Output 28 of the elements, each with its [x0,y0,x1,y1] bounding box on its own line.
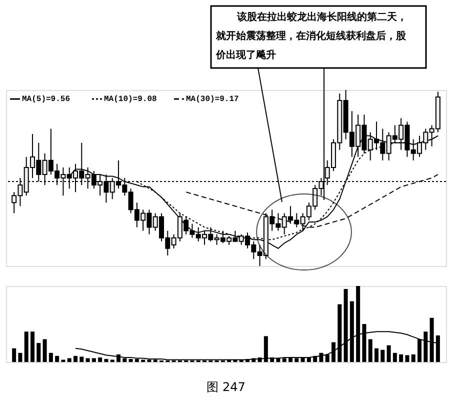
bar [80,356,84,362]
legend-label: MA(5)=9.56 [22,95,70,104]
bar [411,354,416,362]
bar [74,356,78,362]
legend-label: MA(30)=9.17 [186,95,240,104]
bar [36,343,41,362]
bar [405,355,410,362]
caption: 图 247 [206,380,246,394]
text: 该股在拉出蛟龙出海长阳线的第二天，就开始震荡整理，在消化短线获利盘后，股价出现了飚升 [215,11,407,61]
bar [380,350,385,362]
bar [98,357,102,362]
bar [18,352,22,362]
bar [24,332,28,362]
bar [30,332,34,362]
bar [42,339,47,362]
bar [48,352,53,362]
bar [104,358,108,362]
bar [92,358,96,362]
bar [67,358,72,362]
bar [86,358,90,362]
bar [392,352,397,362]
bar [368,339,372,362]
bar [55,356,60,362]
bar [386,345,391,362]
bar [12,348,16,362]
bar [399,354,404,362]
legend-label: MA(10)=9.08 [104,95,158,104]
bar [374,348,378,362]
